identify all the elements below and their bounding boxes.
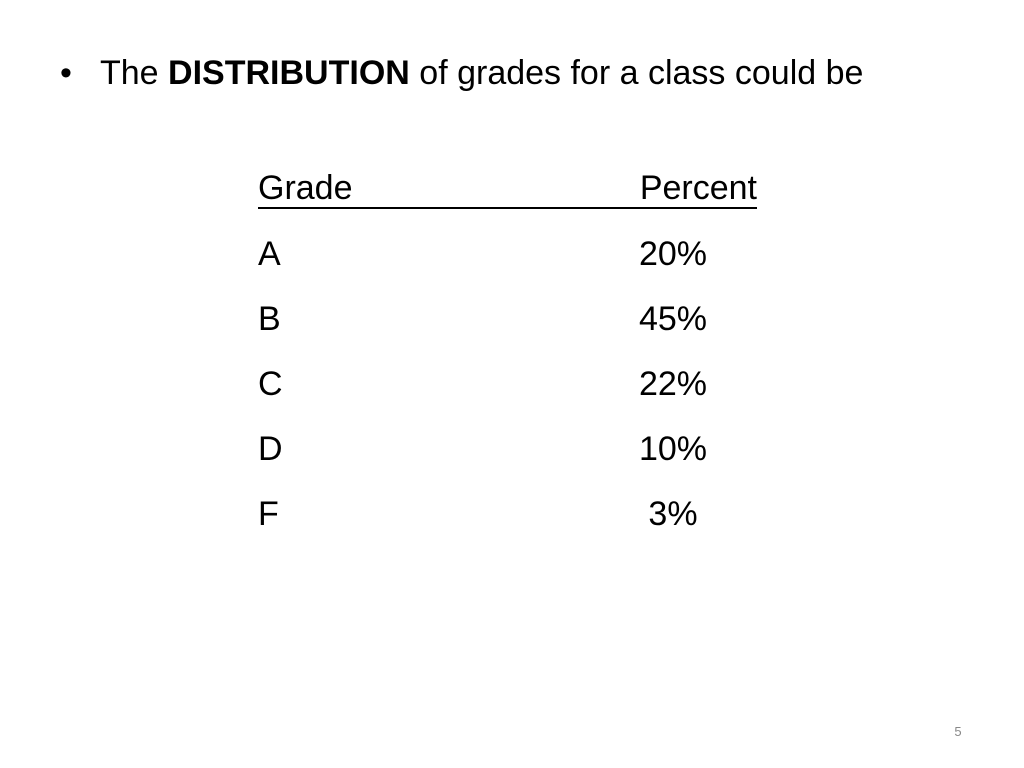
- grade-cell: C: [258, 365, 283, 403]
- grade-cell: F: [258, 495, 279, 533]
- bullet-mark: •: [60, 54, 72, 92]
- percent-cell: 45%: [638, 300, 708, 338]
- percent-cell: 22%: [638, 365, 708, 403]
- text: The: [100, 54, 159, 92]
- grade-cell: A: [258, 235, 281, 273]
- bullet-text: The DISTRIBUTION of grades for a class c…: [100, 46, 935, 100]
- grade-cell: B: [258, 300, 281, 338]
- header-underline: [258, 207, 757, 209]
- header-cell: Percent: [639, 169, 757, 207]
- text: of grades for a class could be: [419, 54, 864, 92]
- page-number: 5: [954, 724, 962, 739]
- header-cell: Grade: [258, 169, 353, 207]
- percent-cell: 3%: [648, 495, 698, 533]
- percent-cell: 20%: [638, 235, 708, 273]
- percent-cell: 10%: [638, 430, 708, 468]
- bold-text: DISTRIBUTION: [168, 54, 410, 92]
- grade-cell: D: [258, 430, 283, 468]
